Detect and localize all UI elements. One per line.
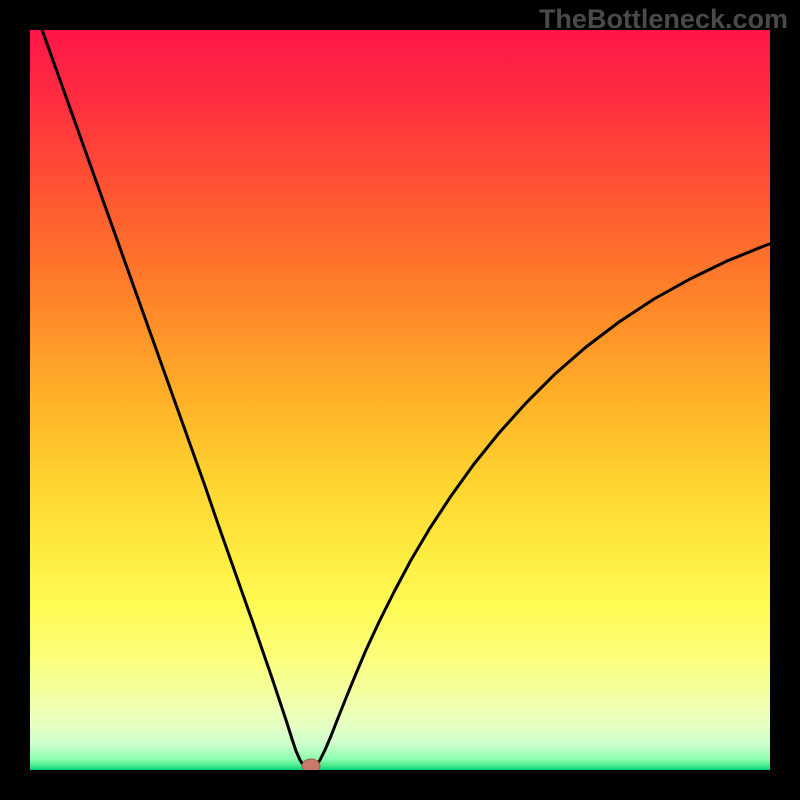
plot-frame [30, 30, 770, 770]
watermark-label: TheBottleneck.com [539, 4, 788, 35]
